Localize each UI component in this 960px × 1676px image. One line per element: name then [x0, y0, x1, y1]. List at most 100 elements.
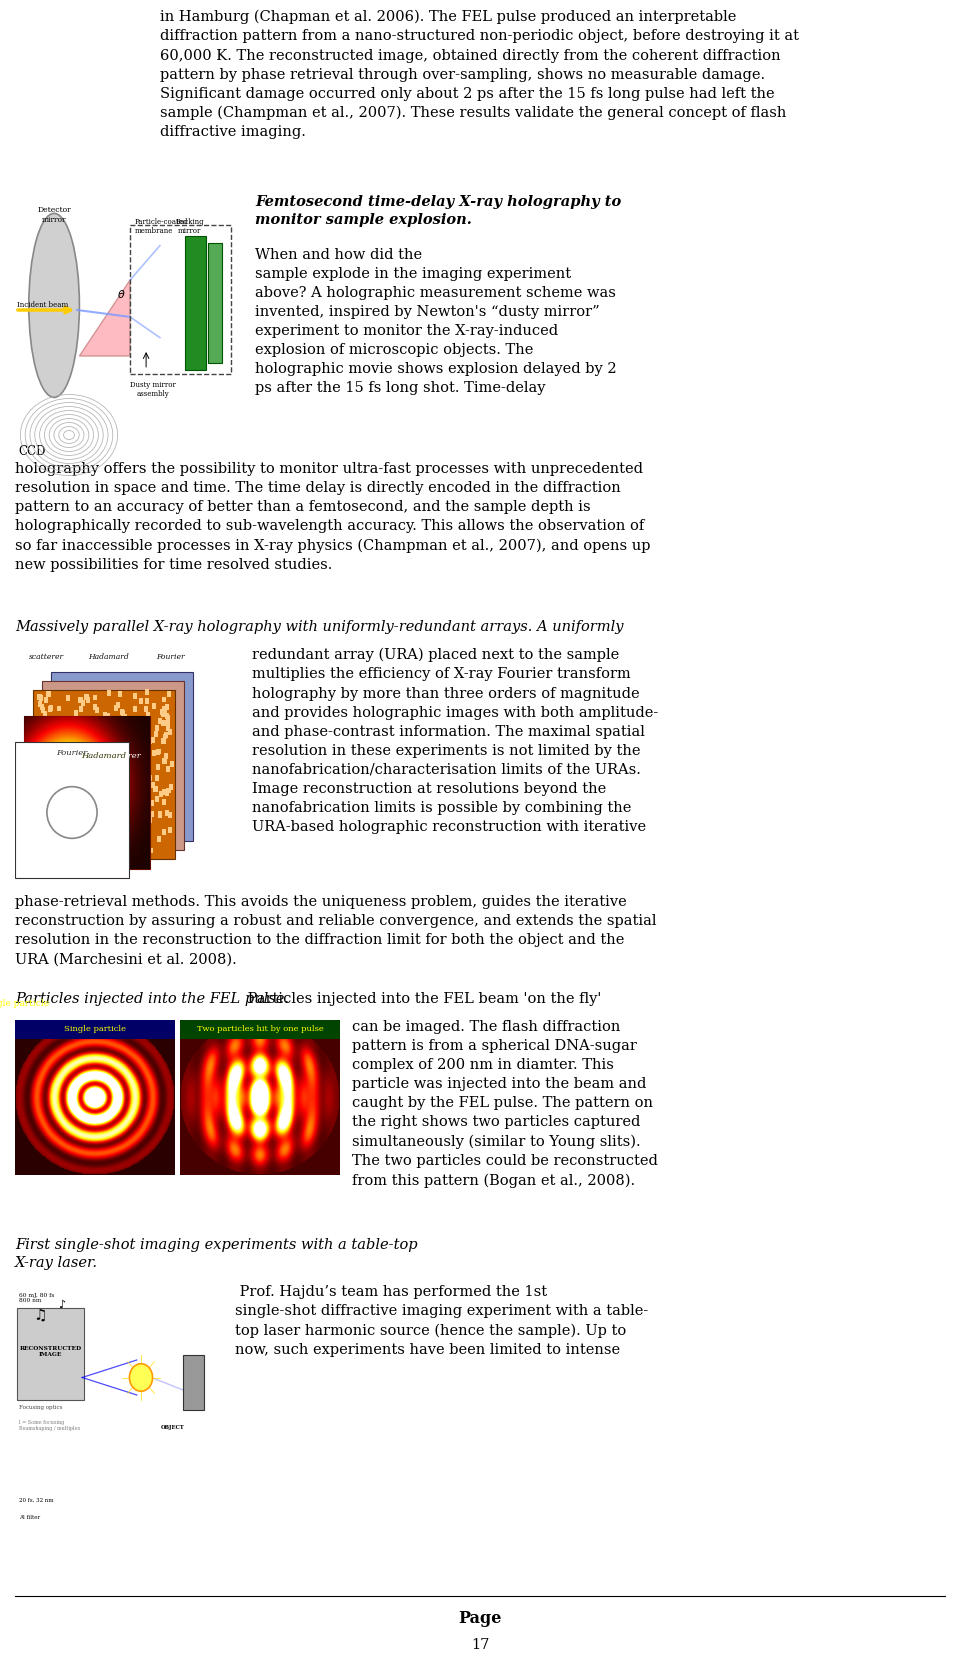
Text: scatterer: scatterer [103, 753, 141, 761]
Bar [110, 753, 114, 758]
Bar [105, 769, 108, 776]
Bar [36, 825, 40, 831]
Bar [104, 712, 108, 719]
Text: Sample: Sample [183, 1381, 204, 1386]
Bar [79, 833, 83, 840]
Bar [48, 741, 53, 746]
Bar [154, 786, 157, 791]
Bar [48, 706, 52, 712]
Text: redundant array (URA) placed next to the sample
multiplies the efficiency of X-r: redundant array (URA) placed next to the… [252, 649, 659, 835]
Bar [109, 821, 113, 828]
Bar [97, 749, 101, 756]
Bar [73, 848, 78, 853]
Bar [125, 806, 129, 811]
Bar [164, 732, 168, 737]
Text: Particles injected into the FEL pulse.: Particles injected into the FEL pulse. [15, 992, 289, 1006]
Bar [166, 726, 170, 731]
Bar [84, 729, 87, 734]
Bar [45, 691, 50, 697]
Bar [124, 825, 129, 831]
Text: ♫: ♫ [34, 1307, 47, 1322]
Bar [97, 724, 101, 729]
Bar [95, 707, 99, 714]
Bar [49, 848, 53, 855]
Bar [106, 712, 109, 719]
Bar [88, 850, 92, 855]
Bar [120, 709, 124, 716]
Bar [131, 838, 134, 845]
Bar [67, 732, 72, 739]
Bar [86, 838, 90, 843]
Bar [148, 776, 153, 781]
Text: Incident beam: Incident beam [17, 302, 68, 310]
Bar [94, 804, 98, 810]
Bar [40, 704, 44, 709]
Bar [146, 793, 151, 799]
Bar [98, 794, 102, 799]
Bar [149, 848, 154, 853]
Text: Particle-coated
membrane: Particle-coated membrane [134, 218, 188, 235]
Bar [165, 712, 169, 719]
Bar [162, 789, 166, 794]
Bar [55, 773, 60, 778]
Bar [80, 841, 84, 846]
Bar [82, 701, 85, 706]
Bar [84, 833, 88, 838]
Text: holography offers the possibility to monitor ultra-fast processes with unprecede: holography offers the possibility to mon… [15, 463, 651, 572]
Bar [119, 793, 123, 799]
Bar [121, 711, 125, 716]
Text: First single-shot imaging experiments with a table-top
X-ray laser.: First single-shot imaging experiments wi… [15, 1239, 418, 1269]
Bar [37, 776, 41, 781]
Bar [120, 739, 124, 744]
Bar [130, 737, 133, 742]
Bar [44, 697, 48, 704]
Bar [144, 706, 148, 712]
Bar [156, 749, 159, 754]
Text: $\theta$: $\theta$ [116, 288, 125, 300]
Bar [39, 696, 43, 701]
Text: Hadamard: Hadamard [82, 753, 127, 761]
Bar [93, 694, 97, 701]
Bar [82, 833, 85, 838]
Text: 20 fs, 32 nm: 20 fs, 32 nm [19, 1497, 54, 1502]
Bar [41, 846, 46, 853]
Bar [118, 691, 122, 697]
Bar [145, 806, 149, 811]
FancyBboxPatch shape [34, 691, 175, 860]
Bar [156, 764, 159, 769]
Bar [75, 825, 79, 831]
Bar [42, 766, 47, 771]
Bar [128, 825, 132, 831]
Text: OBJECT: OBJECT [160, 1425, 184, 1430]
Bar [158, 717, 162, 724]
Bar [130, 764, 133, 771]
Bar [133, 706, 137, 712]
Bar [160, 709, 164, 716]
Bar [115, 789, 120, 796]
FancyBboxPatch shape [17, 1307, 84, 1399]
Text: scatterer: scatterer [29, 652, 63, 660]
Bar [119, 838, 124, 843]
Bar [162, 697, 166, 702]
Bar [127, 848, 131, 855]
Bar [65, 696, 70, 701]
Bar [147, 793, 151, 799]
Bar [47, 691, 51, 697]
Bar [75, 798, 79, 804]
Bar [74, 711, 78, 716]
Bar [117, 823, 121, 830]
Bar [59, 781, 63, 786]
Bar [66, 742, 70, 747]
Bar [144, 821, 148, 826]
Bar [138, 761, 142, 766]
Bar [126, 727, 130, 734]
Bar [42, 806, 46, 811]
Bar [129, 789, 132, 794]
Bar [51, 771, 55, 778]
Bar [148, 816, 152, 823]
Bar [43, 763, 47, 768]
Bar [84, 694, 88, 699]
Bar [168, 813, 172, 818]
Bar [73, 821, 77, 826]
Bar [41, 707, 45, 712]
